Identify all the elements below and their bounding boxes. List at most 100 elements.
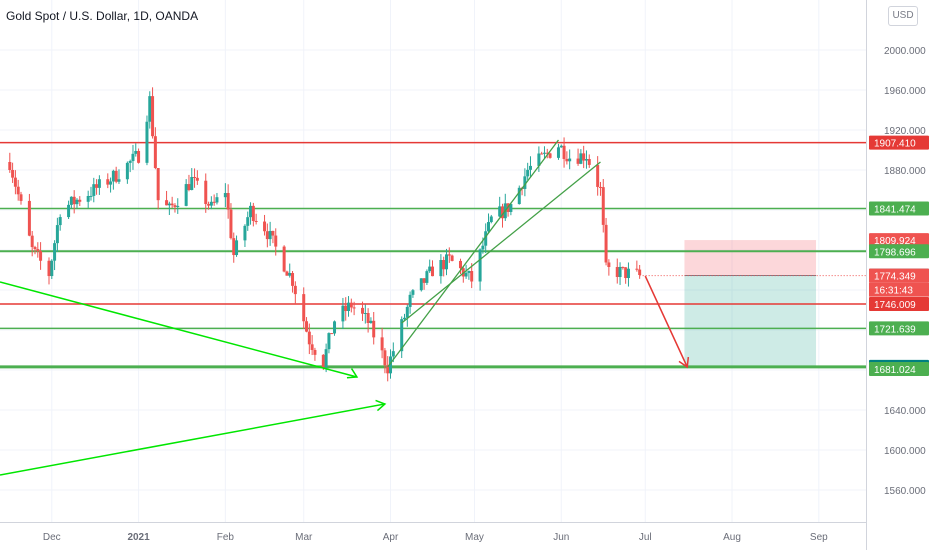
- price-label-bg: [869, 233, 929, 248]
- candle-body: [207, 204, 211, 206]
- candle-body: [389, 356, 393, 374]
- candle-body: [246, 217, 250, 226]
- candle-body: [145, 121, 149, 163]
- candle-body: [601, 187, 605, 225]
- candle-body: [137, 150, 141, 163]
- candle-body: [134, 150, 138, 154]
- candle-body: [383, 350, 387, 366]
- candle-body: [148, 96, 152, 122]
- candle-body: [47, 260, 51, 277]
- price-label: 1681.024: [874, 365, 916, 376]
- candle-body: [243, 225, 247, 241]
- candle-body: [450, 255, 454, 261]
- y-tick-label: 1640.000: [884, 406, 926, 417]
- candle-body: [30, 235, 34, 248]
- candle-body: [235, 240, 239, 256]
- candle-body: [439, 260, 443, 277]
- y-tick-label: 1600.000: [884, 446, 926, 457]
- candle-body: [313, 349, 317, 355]
- x-tick-label: Aug: [723, 532, 741, 543]
- price-label: 1798.696: [874, 247, 916, 258]
- candle-body: [117, 179, 121, 182]
- candle-body: [187, 184, 191, 190]
- candle-body: [263, 221, 267, 232]
- price-label-bg: [869, 268, 929, 283]
- candle-body: [361, 307, 365, 314]
- price-label-bg: [869, 201, 929, 216]
- arrow-head: [678, 356, 690, 369]
- candle-body: [16, 186, 20, 195]
- x-tick-label: Jun: [553, 532, 569, 543]
- time-axis: Dec 2021 Feb Mar Apr May Jun Jul Aug Sep: [0, 522, 866, 543]
- candle-body: [548, 153, 552, 158]
- price-label-bg: [869, 135, 929, 150]
- price-label-bg: [869, 361, 929, 376]
- candle-body: [349, 302, 353, 308]
- candle-body: [291, 273, 295, 286]
- candle-body: [249, 205, 253, 218]
- candle-body: [153, 136, 157, 169]
- candle-body: [447, 254, 451, 256]
- stop-zone: [684, 240, 817, 276]
- candle-body: [209, 201, 213, 206]
- candle-body: [268, 230, 272, 240]
- candle-body: [111, 170, 115, 182]
- price-label-bg: [869, 244, 929, 259]
- candle-body: [67, 204, 71, 218]
- candle-body: [363, 313, 367, 315]
- candle-body: [604, 224, 608, 263]
- candle-body: [517, 187, 521, 205]
- candle-body: [484, 231, 488, 246]
- candle-body: [428, 266, 432, 272]
- candle-body: [131, 153, 135, 162]
- candle-body: [598, 186, 602, 188]
- candle-body: [528, 165, 532, 170]
- countdown-bg: [869, 282, 929, 297]
- candle-body: [302, 294, 306, 322]
- channel-line: [401, 161, 601, 324]
- y-tick-label: 1880.000: [884, 166, 926, 177]
- candle-body: [156, 168, 160, 201]
- candle-body: [341, 305, 345, 322]
- candle-body: [184, 184, 188, 206]
- candle-body: [584, 159, 588, 161]
- candle-body: [607, 262, 611, 268]
- candle-body: [307, 331, 311, 345]
- candle-body: [27, 200, 31, 236]
- target-zone: [684, 275, 817, 367]
- candle-body: [72, 196, 76, 205]
- candle-body: [400, 319, 404, 352]
- candle-body: [391, 351, 395, 357]
- candle-body: [624, 267, 628, 279]
- candle-body: [13, 177, 17, 187]
- candle-body: [500, 206, 504, 219]
- candle-body: [106, 179, 110, 185]
- candle-body: [89, 195, 93, 197]
- candle-body: [55, 225, 59, 244]
- y-tick-label: 1920.000: [884, 126, 926, 137]
- candle-body: [324, 349, 328, 368]
- currency-button[interactable]: USD: [888, 6, 918, 26]
- x-tick-label: Feb: [217, 532, 235, 543]
- candle-body: [176, 205, 180, 207]
- candle-body: [565, 158, 569, 162]
- candle-body: [53, 243, 57, 261]
- candle-body: [405, 306, 409, 318]
- candle-body: [509, 204, 513, 212]
- price-label: 1841.474: [874, 205, 916, 216]
- candle-body: [39, 251, 43, 261]
- candle-body: [285, 271, 289, 276]
- candle-body: [36, 249, 40, 252]
- candle-body: [33, 247, 37, 250]
- candle-body: [114, 170, 118, 182]
- candle-body: [403, 317, 407, 320]
- candle-body: [372, 320, 376, 338]
- candle-body: [11, 169, 15, 178]
- candle-body: [579, 153, 583, 164]
- candle-body: [173, 205, 177, 207]
- candle-body: [305, 321, 309, 332]
- candle-body: [75, 199, 79, 205]
- candle-body: [615, 267, 619, 277]
- candle-body: [489, 216, 493, 223]
